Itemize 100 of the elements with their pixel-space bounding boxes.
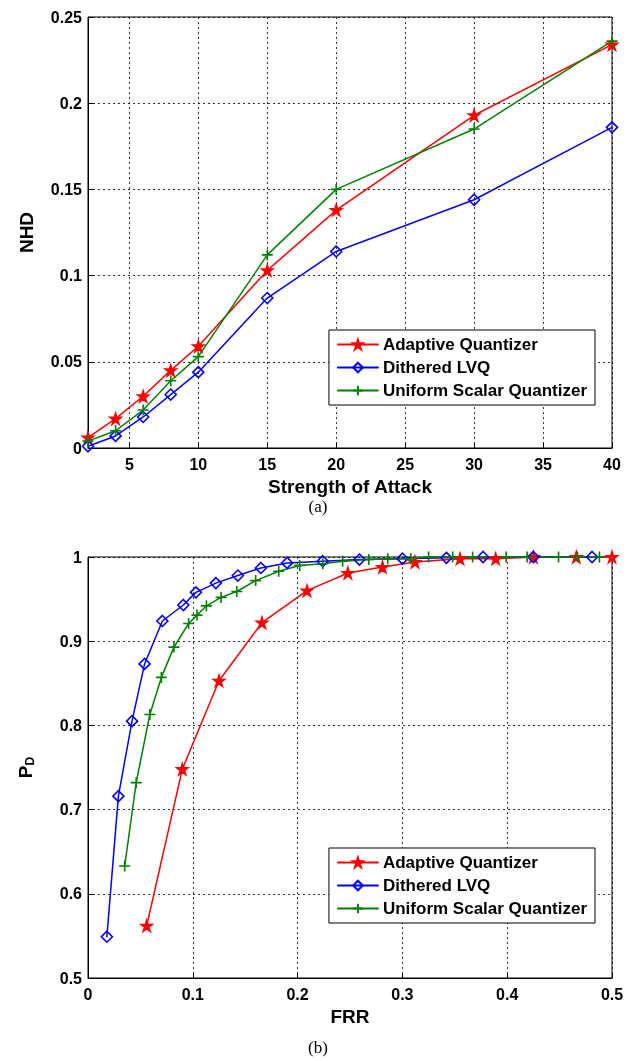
y-tick-label: 0.05 — [50, 353, 83, 371]
y-axis-title: NHD — [16, 211, 37, 254]
point — [280, 556, 294, 570]
point — [209, 576, 223, 590]
point — [605, 34, 619, 48]
point — [112, 789, 125, 803]
point — [329, 183, 343, 196]
point — [136, 389, 150, 403]
y-tick-label: 0.8 — [59, 716, 83, 734]
point — [300, 584, 314, 597]
point — [81, 434, 95, 448]
point — [353, 553, 366, 566]
y-tick-label: 0.2 — [59, 94, 83, 112]
point — [585, 550, 599, 564]
y-tick-label: 0.7 — [59, 801, 83, 819]
point — [164, 374, 178, 388]
point — [422, 550, 435, 564]
x-tick-label: 0.4 — [496, 985, 519, 1003]
point — [138, 657, 151, 671]
point — [164, 364, 178, 377]
x-tick-label: 20 — [327, 455, 346, 473]
x-tick-label: 10 — [189, 455, 208, 473]
point — [177, 598, 190, 612]
point — [182, 617, 195, 630]
point — [408, 555, 422, 569]
point — [200, 599, 213, 613]
point — [605, 550, 619, 564]
point — [230, 585, 244, 598]
point — [118, 859, 131, 873]
y-axis-title: PD — [14, 756, 37, 779]
point — [341, 566, 355, 580]
point — [499, 550, 513, 564]
point — [143, 708, 157, 721]
y-tick-label: 0.6 — [59, 885, 83, 903]
point — [476, 550, 490, 564]
point — [176, 762, 189, 776]
x-tick-label: 0.1 — [181, 985, 205, 1003]
text: (a) — [308, 497, 328, 516]
point — [329, 203, 343, 217]
point — [192, 339, 205, 353]
point — [231, 569, 245, 582]
point — [467, 108, 481, 122]
point — [155, 671, 168, 684]
point — [129, 776, 143, 789]
point — [446, 550, 459, 564]
point — [260, 248, 274, 262]
point — [467, 122, 481, 136]
point — [396, 552, 409, 565]
legend-label: Adaptive Quantizer — [382, 335, 539, 354]
point — [136, 410, 150, 424]
point — [593, 550, 606, 564]
point — [272, 565, 286, 578]
y-tick-label: 1 — [73, 548, 83, 566]
point — [362, 553, 376, 566]
point — [125, 714, 139, 728]
point — [136, 403, 150, 417]
point — [381, 552, 395, 565]
point — [189, 586, 203, 599]
point — [190, 608, 204, 622]
y-tick-label: 0.5 — [59, 969, 83, 987]
x-axis-title: Strength of Attack — [268, 475, 433, 497]
point — [249, 574, 262, 587]
x-axis-title: FRR — [330, 1005, 370, 1027]
point — [467, 193, 481, 207]
y-tick-label: 0.1 — [59, 267, 83, 285]
x-tick-label: 25 — [396, 455, 415, 473]
point — [109, 424, 122, 438]
point — [260, 264, 274, 277]
point — [329, 245, 343, 258]
x-tick-label: 0.5 — [600, 985, 624, 1003]
point — [140, 919, 153, 933]
point — [100, 930, 114, 944]
point — [260, 291, 274, 305]
x-tick-label: 30 — [465, 455, 484, 473]
point — [109, 429, 122, 443]
x-tick-label: 15 — [258, 455, 277, 473]
point — [164, 388, 178, 401]
point — [520, 550, 534, 564]
point — [214, 591, 228, 604]
x-tick-label: 35 — [534, 455, 553, 473]
point — [156, 614, 169, 628]
legend-label: Dithered LVQ — [382, 876, 491, 895]
point — [336, 554, 349, 568]
x-tick-label: 0.3 — [391, 985, 414, 1003]
point — [192, 350, 205, 363]
legend-label: Dithered LVQ — [382, 358, 491, 377]
x-tick-label: 40 — [603, 455, 621, 473]
y-tick-label: 0.9 — [59, 632, 83, 650]
point — [552, 550, 565, 564]
legend-label: Uniform Scalar Quantizer — [382, 381, 588, 400]
point — [192, 365, 205, 379]
point — [167, 640, 181, 654]
point — [255, 616, 269, 629]
text: (b) — [308, 1038, 328, 1057]
point — [440, 551, 453, 565]
x-tick-label: 5 — [124, 455, 134, 473]
point — [466, 550, 479, 564]
point — [81, 439, 95, 453]
point — [453, 552, 467, 565]
legend-label: Adaptive Quantizer — [382, 853, 539, 872]
